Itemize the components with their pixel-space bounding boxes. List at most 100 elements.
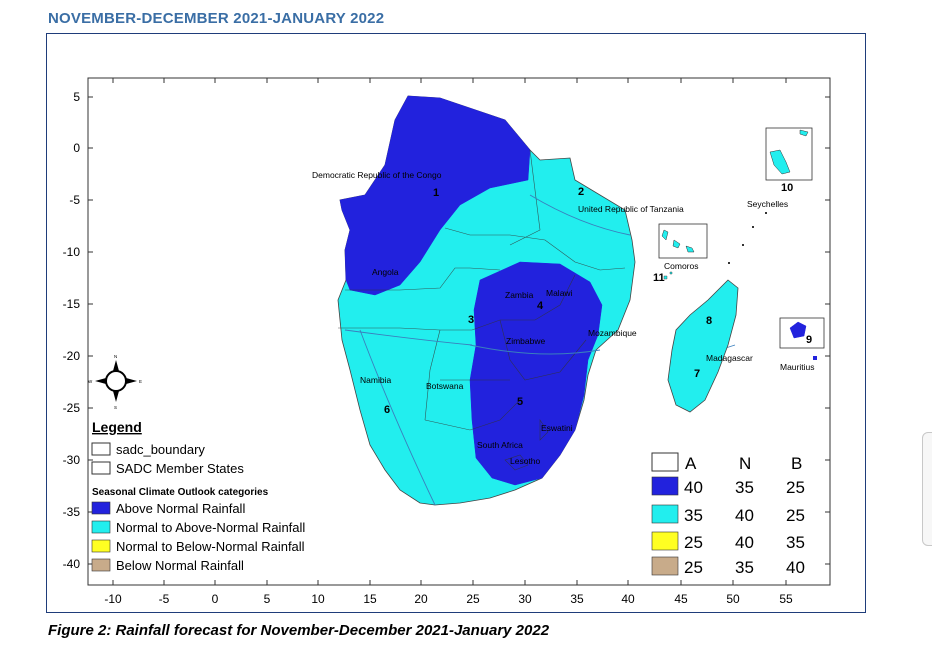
- compass-icon: N S W E: [88, 354, 142, 410]
- label-namibia: Namibia: [360, 375, 391, 385]
- x-tick-label: 45: [674, 592, 688, 606]
- zone-number: 8: [706, 315, 712, 327]
- y-tick-label: -10: [63, 245, 81, 259]
- x-tick-label: 5: [264, 592, 271, 606]
- compass-w: W: [88, 379, 93, 384]
- x-tick-label: 50: [726, 592, 740, 606]
- side-scroll-tab[interactable]: [922, 432, 932, 546]
- prob-cell: 25: [786, 478, 805, 497]
- label-mauritius: Mauritius: [780, 362, 814, 372]
- country-borders: [338, 149, 626, 471]
- zone-number: 4: [537, 300, 544, 312]
- label-eswatini: Eswatini: [541, 423, 573, 433]
- prob-cell: 25: [684, 533, 703, 552]
- compass-n: N: [114, 354, 117, 359]
- legend-boundary-swatch: [91, 442, 111, 456]
- y-tick-label: -30: [63, 453, 81, 467]
- label-lesotho: Lesotho: [510, 456, 541, 466]
- label-angola: Angola: [372, 267, 399, 277]
- label-seychelles: Seychelles: [747, 199, 788, 209]
- label-botswana: Botswana: [426, 381, 464, 391]
- legend-above-normal-label: Above Normal Rainfall: [116, 501, 245, 516]
- legend-member-swatch: [91, 461, 111, 475]
- map-frame: [46, 33, 866, 613]
- prob-header-a: A: [685, 454, 697, 473]
- map-title: NOVEMBER-DECEMBER 2021-JANUARY 2022: [48, 10, 385, 27]
- plot-area: [87, 77, 831, 586]
- y-tick-label: -20: [63, 349, 81, 363]
- zone-1-above-normal: [339, 95, 531, 296]
- comoros-inset: [658, 223, 708, 259]
- label-tanzania: United Republic of Tanzania: [578, 204, 684, 214]
- mauritius-dot: [813, 356, 817, 360]
- y-axis: 5 0 -5 -10 -15 -20 -25 -30 -35 -40: [63, 90, 830, 571]
- x-tick-label: 30: [518, 592, 532, 606]
- legend-categories-heading: Seasonal Climate Outlook categories: [92, 487, 269, 498]
- legend-normal-below-label: Normal to Below-Normal Rainfall: [116, 539, 305, 554]
- legend-heading: Legend: [92, 419, 142, 435]
- small-islands: [728, 212, 767, 264]
- prob-cell: 40: [735, 533, 754, 552]
- prob-header-n: N: [739, 454, 751, 473]
- label-drc: Democratic Republic of the Congo: [312, 170, 442, 180]
- zone-number: 5: [517, 396, 523, 408]
- prob-row-swatch: [651, 531, 679, 551]
- zone-number: 9: [806, 334, 812, 346]
- prob-cell: 35: [786, 533, 805, 552]
- prob-header-b: B: [791, 454, 802, 473]
- x-tick-label: 55: [779, 592, 793, 606]
- x-tick-label: 40: [621, 592, 635, 606]
- prob-cell: 25: [786, 506, 805, 525]
- x-tick-label: 35: [570, 592, 584, 606]
- y-tick-label: 0: [73, 141, 80, 155]
- prob-row-swatch: [651, 556, 679, 576]
- x-tick-label: 15: [363, 592, 377, 606]
- label-malawi: Malawi: [546, 288, 573, 298]
- compass-e: E: [139, 379, 142, 384]
- label-zimbabwe: Zimbabwe: [506, 336, 545, 346]
- legend-normal-below-swatch: [91, 539, 111, 553]
- y-tick-label: -25: [63, 401, 81, 415]
- prob-cell: 40: [735, 506, 754, 525]
- label-mozambique: Mozambique: [588, 328, 637, 338]
- x-tick-label: 10: [311, 592, 325, 606]
- zone-number: 3: [468, 314, 474, 326]
- y-tick-label: -35: [63, 505, 81, 519]
- mauritius-island: [789, 321, 807, 339]
- zone-number: 7: [694, 368, 700, 380]
- comoros-mainland-dots: [663, 271, 673, 280]
- probability-table: A N B 40 35 25 35 40 25 25 40 35 25 35 4…: [651, 452, 805, 577]
- prob-cell: 25: [684, 558, 703, 577]
- prob-cell: 40: [684, 478, 703, 497]
- zone-number: 1: [433, 187, 439, 199]
- prob-cell: 35: [684, 506, 703, 525]
- zone-number: 11: [653, 272, 665, 284]
- y-tick-label: 5: [73, 90, 80, 104]
- x-tick-label: 0: [212, 592, 219, 606]
- y-tick-label: -40: [63, 557, 81, 571]
- x-tick-label: 20: [414, 592, 428, 606]
- x-tick-label: -5: [159, 592, 170, 606]
- legend-below-normal-label: Below Normal Rainfall: [116, 558, 244, 573]
- label-south-africa: South Africa: [477, 440, 523, 450]
- x-axis: -10 -5 0 5 10 15 20 25 30 35 40 45 50 55: [104, 78, 793, 606]
- legend: Legend sadc_boundary SADC Member States …: [91, 419, 305, 573]
- zone-number: 6: [384, 404, 390, 416]
- label-madagascar: Madagascar: [706, 353, 753, 363]
- zone-number: 10: [781, 182, 793, 194]
- x-tick-label: 25: [466, 592, 480, 606]
- legend-above-normal-swatch: [91, 501, 111, 515]
- madagascar-shape: [667, 279, 739, 413]
- legend-member-label: SADC Member States: [116, 461, 244, 476]
- label-comoros: Comoros: [664, 261, 698, 271]
- legend-normal-above-label: Normal to Above-Normal Rainfall: [116, 520, 305, 535]
- seychelles-islands: [769, 129, 809, 175]
- figure-caption: Figure 2: Rainfall forecast for November…: [48, 622, 550, 639]
- prob-header-swatch: [651, 452, 679, 472]
- compass-s: S: [114, 405, 117, 410]
- prob-cell: 35: [735, 558, 754, 577]
- legend-boundary-label: sadc_boundary: [116, 442, 205, 457]
- legend-normal-above-swatch: [91, 520, 111, 534]
- y-tick-label: -15: [63, 297, 81, 311]
- comoros-islands: [661, 229, 695, 253]
